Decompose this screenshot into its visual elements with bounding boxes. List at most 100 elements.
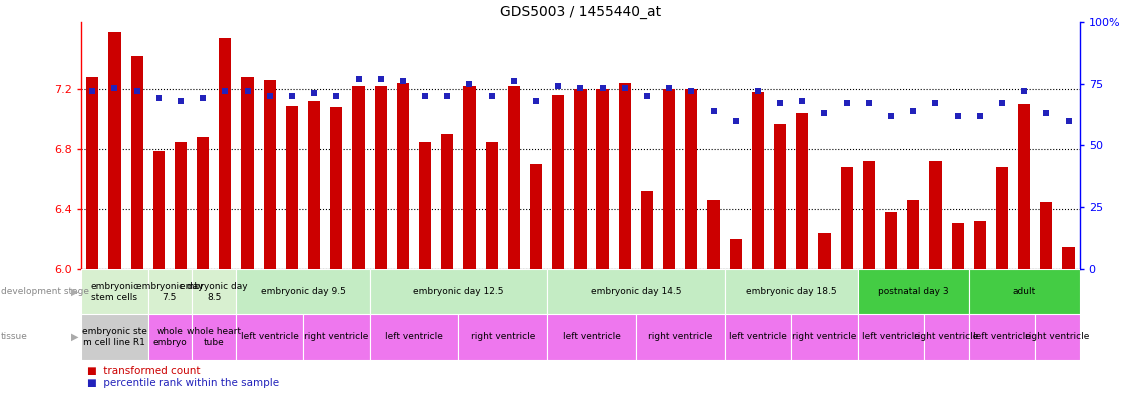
Bar: [419, 141, 432, 269]
Point: [993, 100, 1011, 107]
Text: left ventricle: left ventricle: [241, 332, 299, 342]
Point: [860, 100, 878, 107]
Text: embryonic day 9.5: embryonic day 9.5: [260, 287, 346, 296]
Point: [571, 85, 589, 92]
Point: [438, 93, 456, 99]
Bar: [552, 95, 565, 269]
Bar: [86, 77, 98, 269]
Point: [837, 100, 855, 107]
Point: [416, 93, 434, 99]
Text: ■  percentile rank within the sample: ■ percentile rank within the sample: [87, 378, 278, 388]
Bar: [192, 269, 237, 314]
Bar: [374, 86, 387, 269]
Bar: [330, 107, 343, 269]
Point: [638, 93, 656, 99]
Bar: [463, 86, 476, 269]
Bar: [237, 314, 303, 360]
Point: [216, 88, 234, 94]
Point: [970, 112, 988, 119]
Bar: [596, 89, 609, 269]
Point: [106, 85, 124, 92]
Bar: [974, 221, 986, 269]
Text: ▶: ▶: [71, 332, 79, 342]
Bar: [636, 314, 725, 360]
Bar: [996, 167, 1009, 269]
Point: [127, 88, 145, 94]
Point: [327, 93, 345, 99]
Text: right ventricle: right ventricle: [471, 332, 535, 342]
Text: embryonic ste
m cell line R1: embryonic ste m cell line R1: [82, 327, 147, 347]
Bar: [774, 124, 787, 269]
Bar: [969, 269, 1080, 314]
Point: [305, 90, 323, 97]
Point: [704, 108, 722, 114]
Point: [260, 93, 278, 99]
Bar: [81, 314, 148, 360]
Bar: [818, 233, 831, 269]
Bar: [547, 314, 636, 360]
Text: left ventricle: left ventricle: [729, 332, 787, 342]
Point: [682, 88, 700, 94]
Text: embryonic
stem cells: embryonic stem cells: [90, 282, 139, 301]
Text: tissue: tissue: [1, 332, 28, 342]
Point: [793, 98, 811, 104]
Bar: [286, 106, 298, 269]
Bar: [459, 314, 547, 360]
Text: ■  transformed count: ■ transformed count: [87, 365, 201, 376]
Bar: [303, 314, 370, 360]
Bar: [1040, 202, 1053, 269]
Bar: [791, 314, 858, 360]
Point: [150, 95, 168, 101]
Text: postnatal day 3: postnatal day 3: [878, 287, 949, 296]
Text: right ventricle: right ventricle: [792, 332, 857, 342]
Text: left ventricle: left ventricle: [385, 332, 443, 342]
Bar: [907, 200, 920, 269]
Text: right ventricle: right ventricle: [1026, 332, 1090, 342]
Bar: [370, 314, 459, 360]
Bar: [858, 269, 969, 314]
Bar: [752, 92, 764, 269]
Bar: [441, 134, 453, 269]
Bar: [131, 56, 143, 269]
Bar: [841, 167, 853, 269]
Text: left ventricle: left ventricle: [562, 332, 621, 342]
Bar: [530, 164, 542, 269]
Bar: [575, 89, 586, 269]
Bar: [729, 239, 742, 269]
Text: left ventricle: left ventricle: [862, 332, 920, 342]
Text: adult: adult: [1012, 287, 1036, 296]
Bar: [1063, 247, 1075, 269]
Bar: [796, 113, 808, 269]
Text: embryonic day
8.5: embryonic day 8.5: [180, 282, 248, 301]
Bar: [220, 38, 231, 269]
Point: [549, 83, 567, 89]
Point: [505, 78, 523, 84]
Bar: [885, 212, 897, 269]
Bar: [930, 161, 941, 269]
Point: [172, 98, 190, 104]
Bar: [1018, 104, 1030, 269]
Bar: [108, 32, 121, 269]
Text: whole
embryo: whole embryo: [152, 327, 187, 347]
Bar: [81, 269, 148, 314]
Bar: [725, 269, 858, 314]
Bar: [370, 269, 547, 314]
Point: [660, 85, 678, 92]
Text: right ventricle: right ventricle: [648, 332, 712, 342]
Bar: [951, 223, 964, 269]
Point: [527, 98, 545, 104]
Bar: [237, 269, 370, 314]
Point: [461, 80, 479, 86]
Bar: [152, 151, 165, 269]
Bar: [353, 86, 365, 269]
Bar: [685, 89, 698, 269]
Point: [482, 93, 500, 99]
Point: [949, 112, 967, 119]
Title: GDS5003 / 1455440_at: GDS5003 / 1455440_at: [500, 5, 660, 19]
Text: embryonic day 14.5: embryonic day 14.5: [591, 287, 681, 296]
Point: [615, 85, 633, 92]
Bar: [858, 314, 924, 360]
Text: right ventricle: right ventricle: [914, 332, 978, 342]
Bar: [308, 101, 320, 269]
Bar: [641, 191, 653, 269]
